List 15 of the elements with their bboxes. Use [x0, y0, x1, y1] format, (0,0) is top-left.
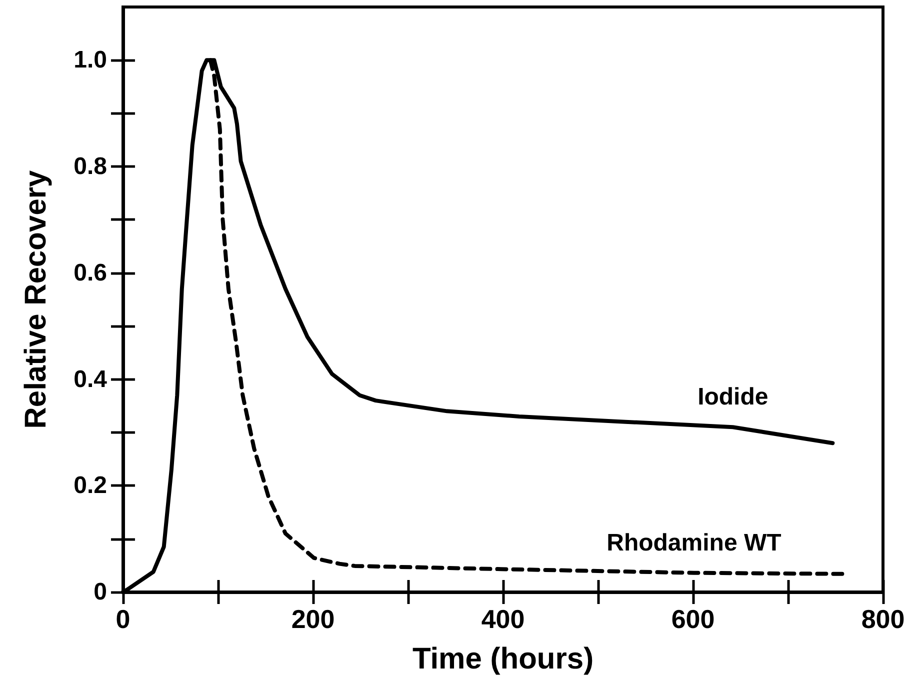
- series-label: Iodide: [698, 384, 768, 411]
- x-tick-label: 0: [116, 604, 130, 634]
- x-axis-title: Time (hours): [412, 642, 594, 676]
- x-tick-label: 200: [291, 604, 335, 634]
- y-axis-title: Relative Recovery: [20, 170, 52, 429]
- series-label: Rhodamine WT: [606, 529, 782, 556]
- y-tick-label: 0.2: [74, 472, 107, 500]
- x-tick-label: 600: [671, 604, 715, 634]
- x-tick-label: 800: [861, 604, 905, 634]
- y-tick-label: 1.0: [74, 46, 107, 74]
- x-tick-label: 400: [481, 604, 525, 634]
- y-tick-label: 0.8: [74, 153, 107, 180]
- y-tick-label: 0: [94, 578, 107, 606]
- y-tick-label: 0.4: [74, 366, 108, 393]
- y-tick-label: 0.6: [74, 259, 107, 286]
